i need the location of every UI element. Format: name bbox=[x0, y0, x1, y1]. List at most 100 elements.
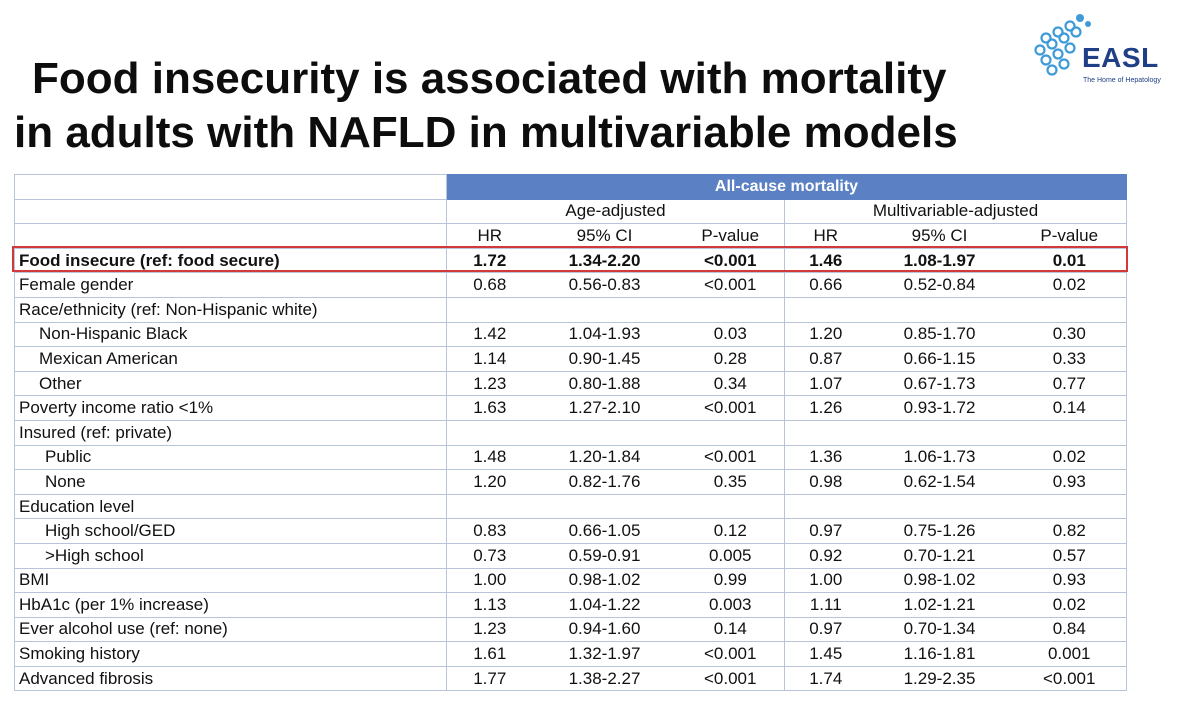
cell-p-multi: 0.84 bbox=[1012, 616, 1127, 643]
cell-hr-age: 1.00 bbox=[446, 567, 533, 594]
mortality-table: All-cause mortality Age-adjusted Multiva… bbox=[14, 174, 1127, 692]
cell-hr-multi: 0.87 bbox=[784, 346, 867, 372]
cell-hr-multi: 1.20 bbox=[784, 321, 867, 348]
cell-ci-age: 0.98-1.02 bbox=[532, 567, 677, 594]
cell-ci-multi: 0.85-1.70 bbox=[866, 321, 1013, 348]
cell-p-age bbox=[676, 493, 785, 520]
cell-p-multi: 0.01 bbox=[1012, 247, 1127, 274]
row-label: Mexican American bbox=[14, 346, 447, 372]
cell-ci-age: 0.80-1.88 bbox=[532, 370, 677, 397]
cell-p-multi: 0.93 bbox=[1012, 469, 1127, 495]
row-label: Non-Hispanic Black bbox=[14, 321, 447, 348]
cell-p-age: <0.001 bbox=[676, 641, 785, 667]
cell-p-multi: 0.93 bbox=[1012, 567, 1127, 594]
cell-p-multi: 0.77 bbox=[1012, 370, 1127, 397]
cell-p-multi bbox=[1012, 419, 1127, 446]
cell-ci-age: 1.04-1.93 bbox=[532, 321, 677, 348]
cell-hr-age: 1.23 bbox=[446, 616, 533, 643]
cell-hr-age: 1.20 bbox=[446, 469, 533, 495]
cell-ci-multi: 1.06-1.73 bbox=[866, 444, 1013, 471]
cell-p-multi: 0.02 bbox=[1012, 272, 1127, 298]
cell-p-multi: 0.57 bbox=[1012, 542, 1127, 569]
cell-ci-multi: 0.70-1.21 bbox=[866, 542, 1013, 569]
cell-hr-multi: 1.11 bbox=[784, 592, 867, 618]
cell-p-age: <0.001 bbox=[676, 247, 785, 274]
cell-ci-age: 1.34-2.20 bbox=[532, 247, 677, 274]
row-label: Public bbox=[14, 444, 447, 471]
cell-hr-age: 1.42 bbox=[446, 321, 533, 348]
group-header-multi: Multivariable-adjusted bbox=[784, 198, 1127, 225]
row-label: Other bbox=[14, 370, 447, 397]
group-header-age: Age-adjusted bbox=[446, 198, 785, 225]
cell-hr-multi: 1.36 bbox=[784, 444, 867, 471]
cell-hr-multi: 0.97 bbox=[784, 616, 867, 643]
table-row: Insured (ref: private) bbox=[14, 419, 1127, 446]
cell-hr-multi: 0.92 bbox=[784, 542, 867, 569]
cell-p-age: 0.003 bbox=[676, 592, 785, 618]
cell-hr-age: 1.13 bbox=[446, 592, 533, 618]
row-label: High school/GED bbox=[14, 518, 447, 544]
table-row: None 1.20 0.82-1.76 0.35 0.98 0.62-1.54 0.93 bbox=[14, 469, 1127, 495]
row-label: Female gender bbox=[14, 272, 447, 298]
cell-p-age: <0.001 bbox=[676, 444, 785, 471]
cell-ci-age: 1.38-2.27 bbox=[532, 665, 677, 692]
table-row: Race/ethnicity (ref: Non-Hispanic white) bbox=[14, 296, 1127, 323]
table-row: Mexican American 1.14 0.90-1.45 0.28 0.87 0.6… bbox=[14, 346, 1127, 372]
cell-hr-age: 0.73 bbox=[446, 542, 533, 569]
cell-p-age: 0.03 bbox=[676, 321, 785, 348]
cell-ci-age: 0.66-1.05 bbox=[532, 518, 677, 544]
cell-p-age: 0.12 bbox=[676, 518, 785, 544]
cell-hr-age: 1.77 bbox=[446, 665, 533, 692]
cell-ci-multi: 0.70-1.34 bbox=[866, 616, 1013, 643]
cell-ci-multi: 1.29-2.35 bbox=[866, 665, 1013, 692]
cell-hr-age: 1.14 bbox=[446, 346, 533, 372]
cell-ci-age bbox=[532, 419, 677, 446]
row-label: Insured (ref: private) bbox=[14, 419, 447, 446]
cell-ci-multi bbox=[866, 493, 1013, 520]
cell-hr-age: 1.63 bbox=[446, 395, 533, 421]
cell-ci-age: 1.27-2.10 bbox=[532, 395, 677, 421]
cell-hr-age bbox=[446, 419, 533, 446]
cell-hr-age bbox=[446, 296, 533, 323]
cell-p-multi: 0.14 bbox=[1012, 395, 1127, 421]
column-header-hr-multi: HR bbox=[784, 223, 867, 249]
cell-ci-age bbox=[532, 493, 677, 520]
cell-hr-multi: 1.07 bbox=[784, 370, 867, 397]
column-header-ci-multi: 95% CI bbox=[866, 223, 1013, 249]
table-row: Education level bbox=[14, 493, 1127, 520]
column-header-spacer bbox=[14, 223, 447, 249]
cell-hr-age: 1.61 bbox=[446, 641, 533, 667]
row-label: Smoking history bbox=[14, 641, 447, 667]
row-label: None bbox=[14, 469, 447, 495]
banner-spacer bbox=[14, 174, 447, 200]
cell-p-multi: <0.001 bbox=[1012, 665, 1127, 692]
cell-ci-multi bbox=[866, 419, 1013, 446]
row-label: Poverty income ratio <1% bbox=[14, 395, 447, 421]
cell-p-age: 0.14 bbox=[676, 616, 785, 643]
cell-p-multi: 0.001 bbox=[1012, 641, 1127, 667]
cell-ci-age: 0.59-0.91 bbox=[532, 542, 677, 569]
cell-ci-age: 0.82-1.76 bbox=[532, 469, 677, 495]
cell-ci-multi: 1.02-1.21 bbox=[866, 592, 1013, 618]
cell-ci-multi: 0.98-1.02 bbox=[866, 567, 1013, 594]
cell-ci-age: 0.94-1.60 bbox=[532, 616, 677, 643]
table-row: Poverty income ratio <1% 1.63 1.27-2.10 <0.… bbox=[14, 395, 1127, 421]
table-row: Smoking history 1.61 1.32-1.97 <0.001 1.45 1.… bbox=[14, 641, 1127, 667]
table-banner: All-cause mortality bbox=[446, 174, 1127, 200]
table-row: Female gender 0.68 0.56-0.83 <0.001 0.66 0.52… bbox=[14, 272, 1127, 298]
cell-ci-multi: 0.93-1.72 bbox=[866, 395, 1013, 421]
cell-p-age: 0.34 bbox=[676, 370, 785, 397]
cell-ci-multi: 1.16-1.81 bbox=[866, 641, 1013, 667]
cell-ci-multi: 1.08-1.97 bbox=[866, 247, 1013, 274]
table-row: Non-Hispanic Black 1.42 1.04-1.93 0.03 1.20 0… bbox=[14, 321, 1127, 348]
cell-hr-age: 1.23 bbox=[446, 370, 533, 397]
table-row: Food insecure (ref: food secure) 1.72 1.34… bbox=[14, 247, 1127, 274]
cell-hr-age: 0.68 bbox=[446, 272, 533, 298]
cell-ci-age bbox=[532, 296, 677, 323]
row-label: >High school bbox=[14, 542, 447, 569]
cell-p-age: 0.99 bbox=[676, 567, 785, 594]
cell-p-age: <0.001 bbox=[676, 395, 785, 421]
column-header-p-age: P-value bbox=[676, 223, 785, 249]
slide-title-line-2: in adults with NAFLD in multivariable mo… bbox=[14, 108, 958, 157]
column-header-hr-age: HR bbox=[446, 223, 533, 249]
